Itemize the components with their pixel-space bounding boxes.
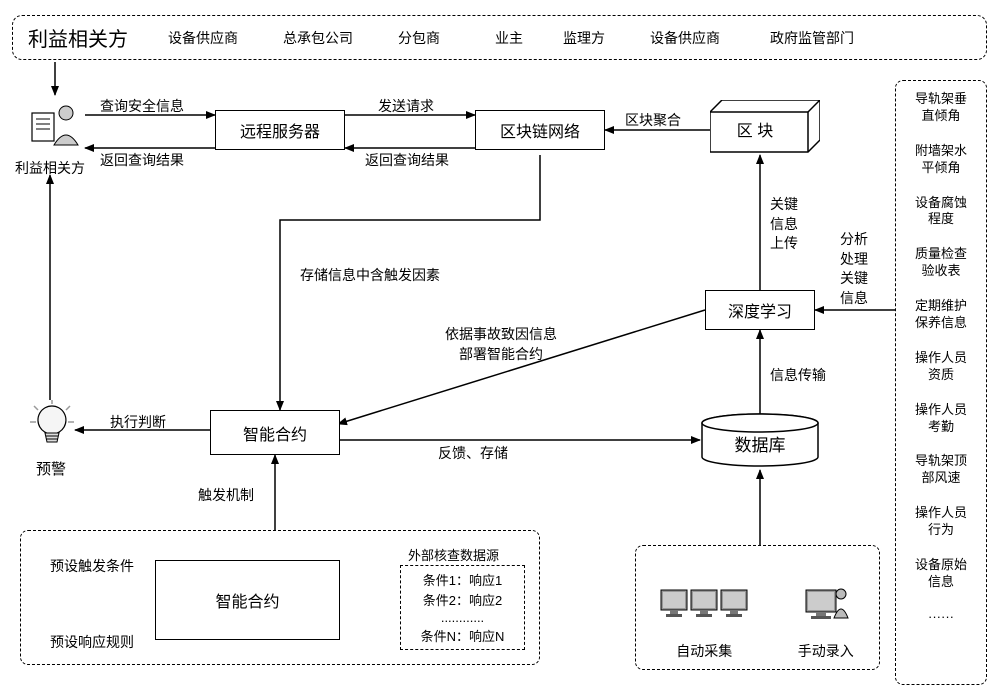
block-node: 区 块 bbox=[710, 100, 820, 155]
sidebar-item: 设备原始 信息 bbox=[915, 557, 967, 591]
condition-2: 条件2：响应2 bbox=[423, 590, 502, 609]
conditions-panel: 条件1：响应1 条件2：响应2 ............ 条件N：响应N bbox=[400, 565, 525, 650]
stakeholder-label: 利益相关方 bbox=[15, 158, 85, 178]
sidebar-item: 设备腐蚀 程度 bbox=[915, 195, 967, 229]
top-item-5: 设备供应商 bbox=[650, 28, 720, 48]
top-item-4: 监理方 bbox=[563, 28, 605, 48]
sidebar-item: 操作人员 资质 bbox=[915, 350, 967, 384]
top-stakeholder-panel: 利益相关方 设备供应商 总承包公司 分包商 业主 监理方 设备供应商 政府监管部… bbox=[12, 15, 987, 60]
right-sidebar: 导轨架垂 直倾角 附墙架水 平倾角 设备腐蚀 程度 质量检查 验收表 定期维护 … bbox=[895, 80, 987, 685]
manual-input-label: 手动录入 bbox=[796, 641, 856, 661]
edge-info-transfer: 信息传输 bbox=[770, 365, 826, 385]
edge-external-check: 外部核查数据源 bbox=[408, 545, 499, 564]
top-item-1: 总承包公司 bbox=[283, 28, 353, 48]
smart-contract-main-label: 智能合约 bbox=[243, 421, 307, 445]
edge-return-1: 返回查询结果 bbox=[100, 150, 184, 170]
edge-send-request: 发送请求 bbox=[378, 96, 434, 116]
edge-store-trigger: 存储信息中含触发因素 bbox=[300, 265, 440, 285]
top-item-2: 分包商 bbox=[398, 28, 440, 48]
edge-key-upload: 关键 信息 上传 bbox=[770, 195, 798, 254]
deep-learning-label: 深度学习 bbox=[728, 298, 792, 322]
edge-preset-response: 预设响应规则 bbox=[50, 632, 134, 652]
edge-preset-trigger: 预设触发条件 bbox=[50, 556, 134, 576]
svg-text:数据库: 数据库 bbox=[735, 436, 786, 455]
manual-input-icon bbox=[796, 578, 856, 638]
data-source-panel: 自动采集 手动录入 bbox=[635, 545, 880, 670]
edge-deploy: 依据事故致因信息 部署智能合约 bbox=[445, 325, 557, 364]
sidebar-item: 质量检查 验收表 bbox=[915, 246, 967, 280]
blockchain-network-node: 区块链网络 bbox=[475, 110, 605, 150]
smart-contract-small-node: 智能合约 bbox=[155, 560, 340, 640]
condition-dots: ............ bbox=[441, 610, 484, 625]
database-node: 数据库 bbox=[700, 413, 820, 468]
alert-label: 预警 bbox=[36, 458, 66, 479]
edge-analyze: 分析 处理 关键 信息 bbox=[840, 230, 868, 308]
sidebar-item: 附墙架水 平倾角 bbox=[915, 143, 967, 177]
blockchain-network-label: 区块链网络 bbox=[500, 118, 580, 142]
edge-trigger-mech: 触发机制 bbox=[198, 485, 254, 505]
sidebar-item: ······ bbox=[928, 609, 954, 626]
smart-contract-main-node: 智能合约 bbox=[210, 410, 340, 455]
alert-icon bbox=[30, 400, 75, 455]
condition-n: 条件N：响应N bbox=[421, 626, 505, 645]
sidebar-item: 导轨架垂 直倾角 bbox=[915, 91, 967, 125]
sidebar-item: 操作人员 考勤 bbox=[915, 402, 967, 436]
edge-block-agg: 区块聚合 bbox=[625, 110, 681, 130]
top-item-0: 设备供应商 bbox=[168, 28, 238, 48]
edge-query-safety: 查询安全信息 bbox=[100, 96, 184, 116]
top-item-6: 政府监管部门 bbox=[770, 28, 854, 48]
sidebar-item: 导轨架顶 部风速 bbox=[915, 453, 967, 487]
auto-collect-icon bbox=[659, 578, 749, 638]
deep-learning-node: 深度学习 bbox=[705, 290, 815, 330]
svg-text:区 块: 区 块 bbox=[737, 122, 773, 140]
edge-return-2: 返回查询结果 bbox=[365, 150, 449, 170]
edge-execute: 执行判断 bbox=[110, 412, 166, 432]
sidebar-item: 操作人员 行为 bbox=[915, 505, 967, 539]
edge-feedback: 反馈、存储 bbox=[438, 443, 508, 463]
stakeholder-icon bbox=[28, 95, 83, 155]
condition-1: 条件1：响应1 bbox=[423, 570, 502, 589]
smart-contract-small-label: 智能合约 bbox=[215, 588, 279, 612]
remote-server-label: 远程服务器 bbox=[240, 118, 320, 142]
remote-server-node: 远程服务器 bbox=[215, 110, 345, 150]
top-item-3: 业主 bbox=[495, 28, 523, 48]
sidebar-item: 定期维护 保养信息 bbox=[915, 298, 967, 332]
auto-collect-label: 自动采集 bbox=[659, 641, 749, 661]
top-panel-title: 利益相关方 bbox=[28, 23, 128, 52]
